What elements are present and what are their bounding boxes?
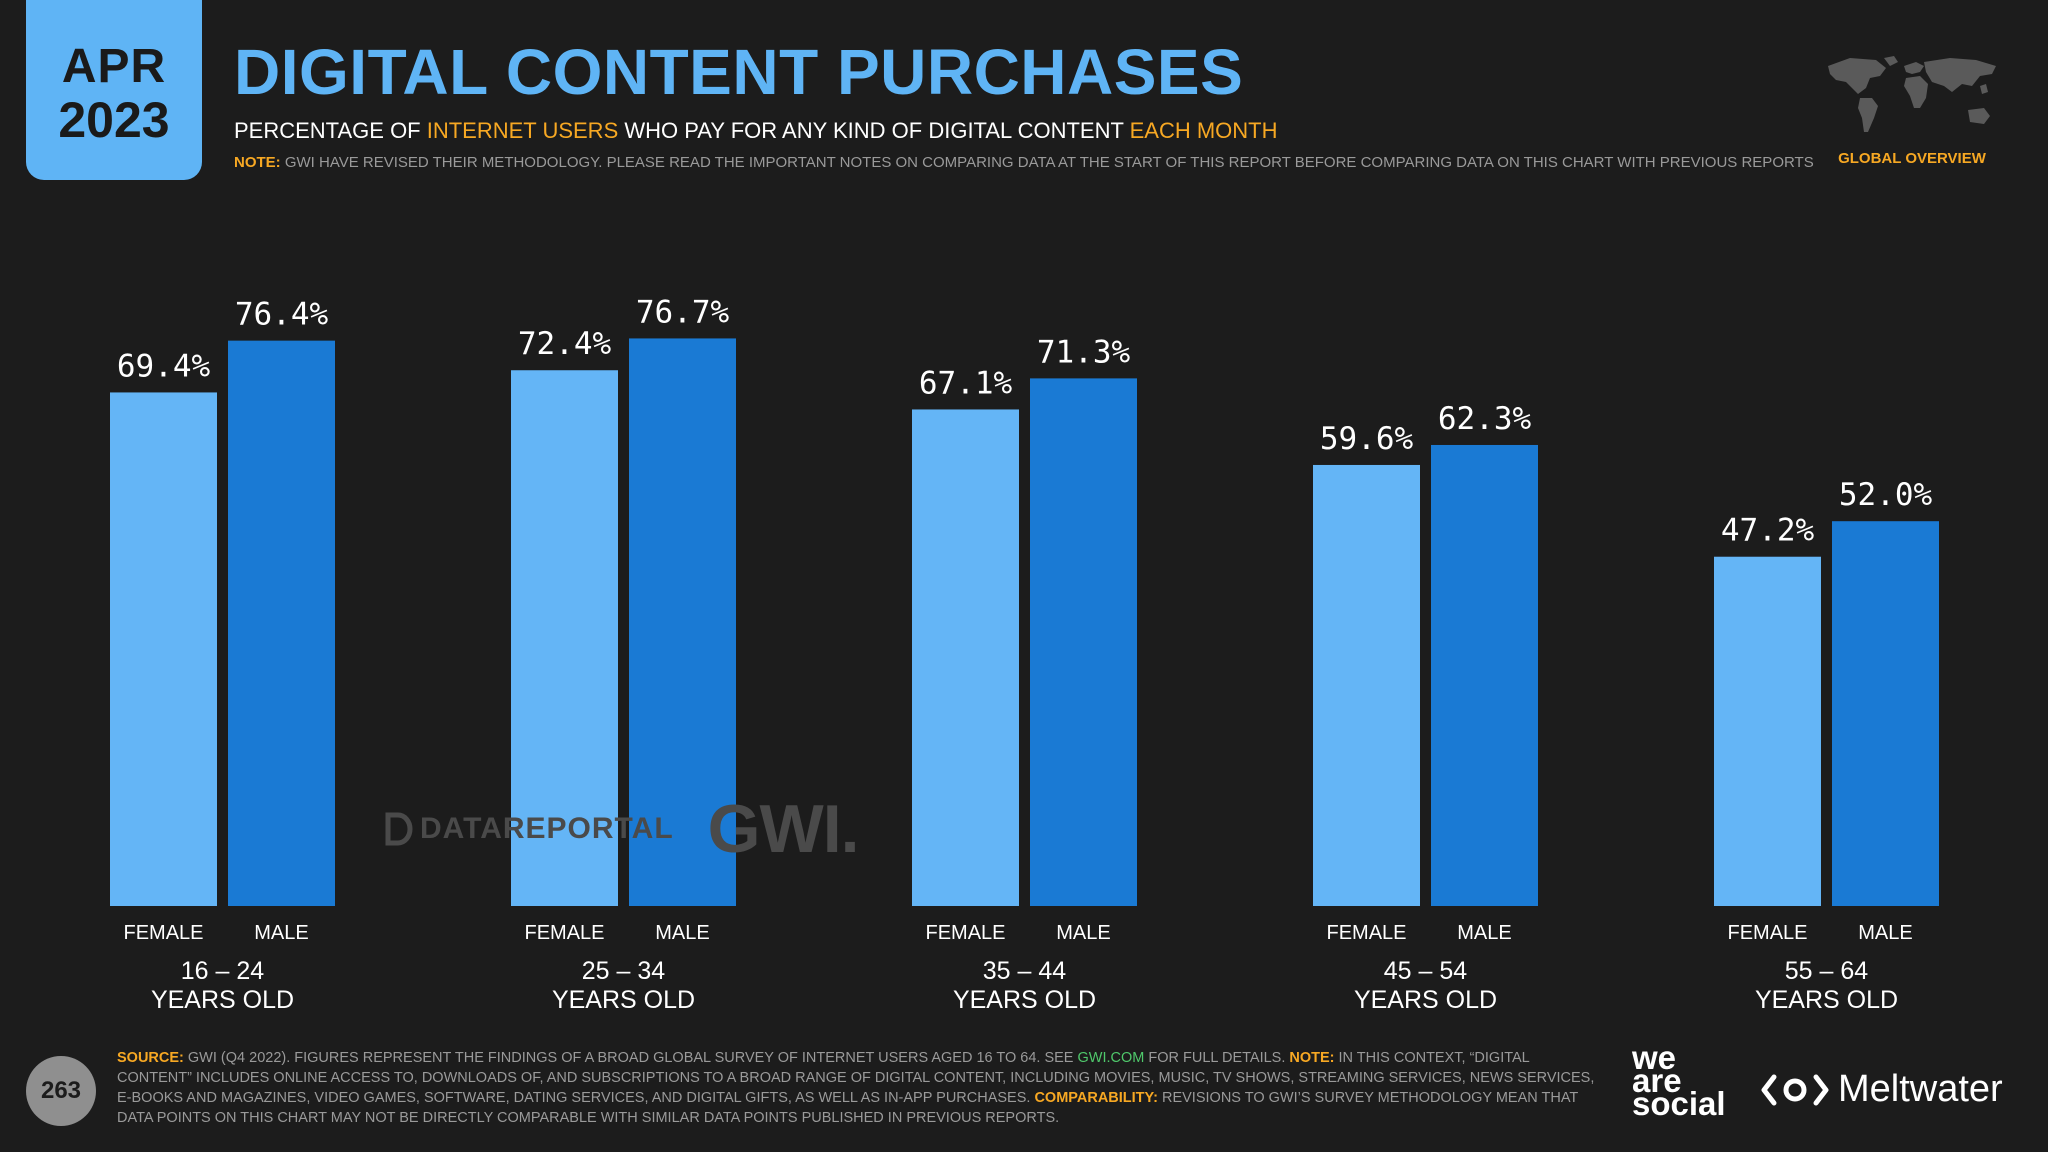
series-label-female-3: FEMALE — [925, 922, 1005, 944]
methodology-note: NOTE: GWI HAVE REVISED THEIR METHODOLOGY… — [234, 154, 1814, 171]
series-label-female-2: FEMALE — [524, 922, 604, 944]
gwi-link[interactable]: GWI.COM — [1077, 1050, 1145, 1066]
we-are-social-logo: we are social — [1632, 1039, 1726, 1122]
data-label-female-4: 59.6% — [1320, 421, 1414, 457]
data-label-female-2: 72.4% — [518, 326, 612, 362]
world-map-icon — [1828, 56, 1996, 132]
series-label-male-1: MALE — [254, 922, 308, 944]
age-group-label-5: YEARS OLD — [1755, 986, 1898, 1014]
bar-female-3 — [912, 409, 1019, 906]
meltwater-logo: Meltwater — [1760, 1068, 2003, 1111]
date-month: APR — [61, 40, 167, 93]
data-label-female-5: 47.2% — [1721, 513, 1815, 549]
age-group-range-3: 35 – 44 — [983, 957, 1067, 985]
region-label: GLOBAL OVERVIEW — [1838, 150, 1986, 167]
series-label-male-4: MALE — [1457, 922, 1511, 944]
source-notes: SOURCE: GWI (Q4 2022). FIGURES REPRESENT… — [117, 1050, 1595, 1126]
data-label-male-4: 62.3% — [1438, 401, 1532, 437]
age-group-range-5: 55 – 64 — [1785, 957, 1869, 985]
data-label-female-1: 69.4% — [117, 348, 211, 384]
date-year: 2023 — [58, 92, 170, 148]
data-label-male-1: 76.4% — [235, 297, 329, 333]
age-group-label-2: YEARS OLD — [552, 986, 695, 1014]
data-label-male-5: 52.0% — [1839, 477, 1933, 513]
page-title: DIGITAL CONTENT PURCHASES — [234, 36, 1244, 108]
bar-male-3 — [1030, 378, 1137, 906]
age-group-label-3: YEARS OLD — [953, 986, 1096, 1014]
series-label-male-2: MALE — [655, 922, 709, 944]
bar-male-2 — [629, 338, 736, 906]
age-group-range-2: 25 – 34 — [582, 957, 666, 985]
age-group-label-1: YEARS OLD — [151, 986, 294, 1014]
page-number: 263 — [26, 1056, 96, 1126]
age-group-range-1: 16 – 24 — [181, 957, 265, 985]
series-label-female-1: FEMALE — [123, 922, 203, 944]
bar-female-1 — [110, 392, 217, 906]
bar-female-2 — [511, 370, 618, 906]
subtitle: PERCENTAGE OF INTERNET USERS WHO PAY FOR… — [234, 118, 1278, 143]
date-badge: APR 2023 — [26, 0, 202, 180]
bar-male-5 — [1832, 521, 1939, 906]
age-group-label-4: YEARS OLD — [1354, 986, 1497, 1014]
series-label-female-4: FEMALE — [1326, 922, 1406, 944]
data-label-male-3: 71.3% — [1037, 334, 1131, 370]
bar-female-4 — [1313, 464, 1420, 906]
bar-male-4 — [1431, 444, 1538, 906]
age-group-range-4: 45 – 54 — [1384, 957, 1468, 985]
series-label-female-5: FEMALE — [1727, 922, 1807, 944]
bar-male-1 — [228, 340, 335, 906]
series-label-male-5: MALE — [1858, 922, 1912, 944]
meltwater-logo-icon — [1761, 1074, 1829, 1105]
series-label-male-3: MALE — [1056, 922, 1110, 944]
data-label-male-2: 76.7% — [636, 294, 730, 330]
data-label-female-3: 67.1% — [919, 365, 1013, 401]
bar-female-5 — [1714, 556, 1821, 906]
